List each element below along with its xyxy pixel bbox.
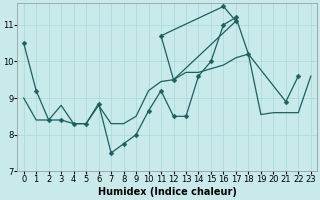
X-axis label: Humidex (Indice chaleur): Humidex (Indice chaleur) — [98, 187, 237, 197]
